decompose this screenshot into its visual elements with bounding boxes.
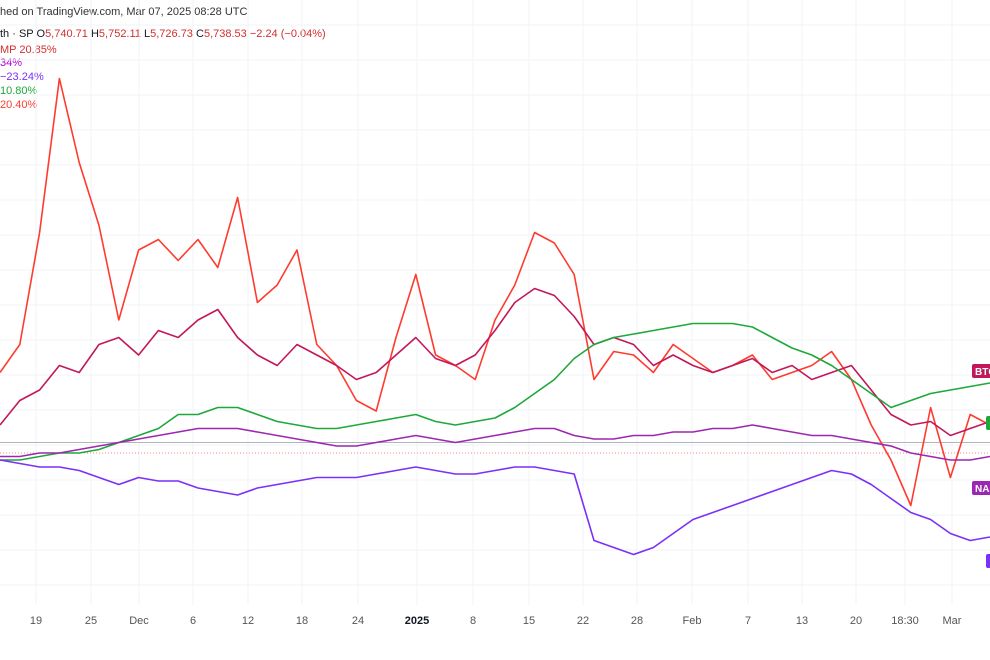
green-badge [986, 416, 990, 430]
x-tick-label: Mar [943, 615, 962, 627]
c-value: 5,738.53 [203, 28, 247, 40]
published-line: hed on TradingView.com, Mar 07, 2025 08:… [0, 6, 248, 18]
btc-badge [972, 364, 990, 378]
x-tick-label: 28 [631, 615, 643, 627]
legend-item-5[interactable]: 20.40% [0, 99, 38, 111]
x-tick-label: 19 [30, 615, 42, 627]
x-tick-label: 6 [190, 615, 196, 627]
series-line-crimson[interactable] [0, 287, 990, 437]
x-tick-label: 2025 [405, 615, 429, 627]
x-tick-label: 8 [470, 615, 476, 627]
x-axis: 19 25 Dec 6 12 18 24 2025 8 15 22 28 Feb 7 13 20 18:30 Ma… [30, 615, 962, 627]
x-tick-label: 12 [242, 615, 254, 627]
h-value: 5,752.11 [98, 28, 141, 40]
ohlc-line: th · SP O5,740.71 H5,752.11 L5,726.73 C5… [0, 28, 326, 40]
x-tick-label: 18 [296, 615, 308, 627]
l-value: 5,726.73 [150, 28, 193, 40]
x-tick-label: 22 [577, 615, 589, 627]
x-tick-label: 7 [745, 615, 751, 627]
nas-badge [972, 481, 990, 495]
series-line-violet[interactable] [0, 459, 990, 556]
legend-item-3[interactable]: −23.24% [0, 71, 44, 83]
series-line-red[interactable] [0, 77, 990, 507]
series-layer [0, 77, 990, 556]
grid [0, 0, 990, 605]
violet-badge [986, 554, 990, 568]
x-tick-label: Feb [683, 615, 702, 627]
change-value: −2.24 (−0.04%) [249, 28, 326, 40]
x-tick-label: Dec [129, 615, 149, 627]
badges: BTC NAS [972, 364, 990, 568]
series-line-green[interactable] [0, 322, 990, 461]
nas-badge-text: NAS [975, 484, 990, 495]
legend-item-1[interactable]: MP 20.85% [0, 44, 57, 56]
x-tick-label: 15 [523, 615, 535, 627]
c-label: C [196, 28, 204, 40]
symbol-label: th · SP [0, 28, 34, 40]
legend-item-4[interactable]: 10.80% [0, 85, 38, 97]
x-tick-label: 18:30 [891, 615, 919, 627]
o-value: 5,740.71 [45, 28, 88, 40]
series-line-purple[interactable] [0, 424, 990, 461]
h-label: H [90, 28, 99, 40]
l-label: L [143, 28, 151, 40]
btc-badge-text: BTC [975, 367, 990, 378]
x-tick-label: 13 [796, 615, 808, 627]
x-tick-label: 20 [850, 615, 862, 627]
o-label: O [36, 28, 46, 40]
x-tick-label: 25 [85, 615, 97, 627]
x-tick-label: 24 [352, 615, 364, 627]
